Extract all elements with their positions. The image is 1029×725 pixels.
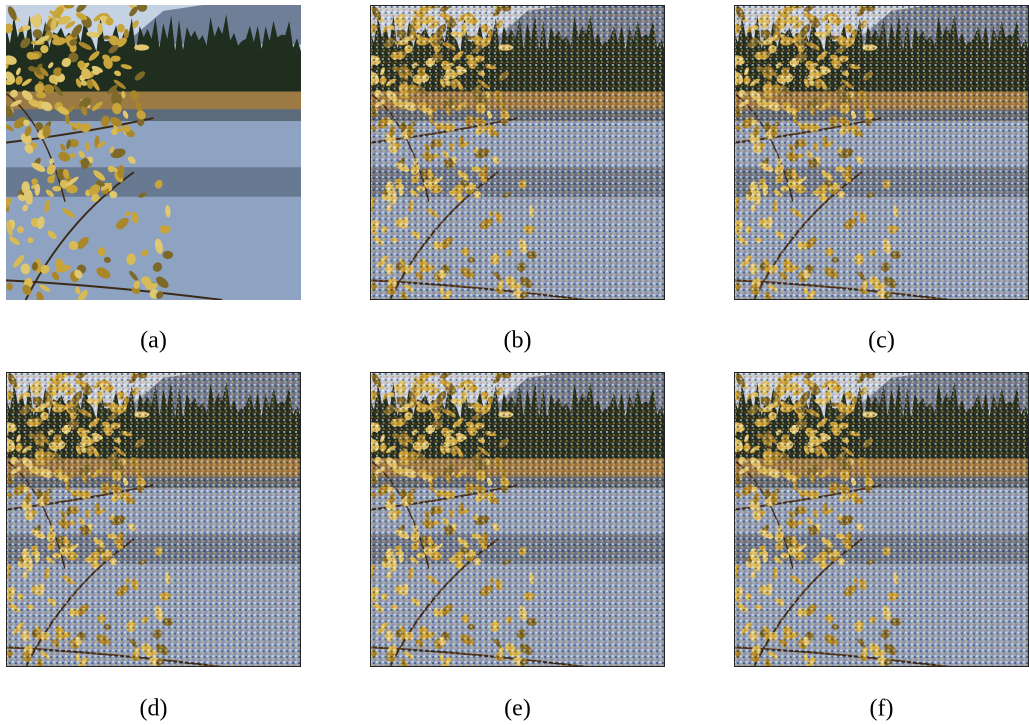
- panel-caption: (b): [504, 328, 532, 354]
- panel-image: [363, 0, 665, 304]
- panel-image: [363, 366, 665, 671]
- panel-image: [0, 366, 301, 671]
- panel-caption: (e): [504, 696, 531, 722]
- halftone-overlay: [6, 372, 301, 667]
- panel-image: [727, 0, 1029, 304]
- panel-caption: (c): [868, 328, 895, 354]
- figure: (a) (b) (c) (d) (e) (f): [0, 0, 1029, 725]
- halftone-overlay: [370, 5, 665, 300]
- page: Figure {"figure": {"panels": [{"label": …: [0, 0, 1029, 725]
- panel-image: [0, 0, 301, 304]
- body: (a)(b)(c)(d)(e)(f) (() => { const data =…: [0, 0, 1029, 725]
- panel-caption: (a): [140, 328, 167, 354]
- halftone-overlay: [370, 372, 665, 667]
- scene-image: [0, 0, 301, 304]
- halftone-overlay: [734, 5, 1029, 300]
- panel-caption: (f): [870, 696, 894, 722]
- panel-image: [727, 366, 1029, 671]
- halftone-overlay: [734, 372, 1029, 667]
- panel-caption: (d): [140, 696, 168, 722]
